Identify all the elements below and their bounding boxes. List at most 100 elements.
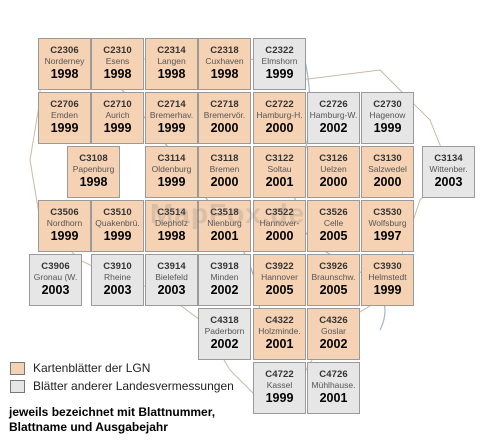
map-tile-c2318[interactable]: C2318 Cuxhaven 1998	[198, 38, 251, 90]
map-tile-c3510[interactable]: C3510 Quakenbrü. 1999	[91, 200, 144, 252]
map-tile-c3522[interactable]: C3522 Hannover- 2000	[253, 200, 306, 252]
map-tile-c2306[interactable]: C2306 Norderney 1998	[38, 38, 91, 90]
tile-year: 1998	[157, 229, 186, 243]
map-tile-c3910[interactable]: C3910 Rheine 2003	[91, 254, 144, 306]
map-tile-c2718[interactable]: C2718 Bremervör. 2000	[198, 92, 251, 144]
tile-code: C3108	[79, 153, 108, 164]
tile-year: 1998	[50, 67, 79, 81]
tile-year: 2005	[265, 283, 294, 297]
tile-name: Hagenow	[369, 110, 406, 120]
tile-name: Braunschw.	[311, 272, 356, 282]
map-tile-c4322[interactable]: C4322 Holzminde. 2001	[253, 308, 306, 360]
tile-code: C3506	[50, 207, 79, 218]
map-tile-c2710[interactable]: C2710 Aurich 1999	[91, 92, 144, 144]
tile-name: Nordhorn	[46, 218, 83, 228]
tile-year: 2001	[210, 229, 239, 243]
tile-name: Aurich	[105, 110, 130, 120]
tile-name: Rheine	[104, 272, 131, 282]
tile-code: C2730	[373, 99, 402, 110]
footnote-line-1: jeweils bezeichnet mit Blattnummer,	[9, 405, 216, 419]
tile-name: Cuxhaven	[205, 56, 244, 66]
map-tile-c3114[interactable]: C3114 Oldenburg 1999	[145, 146, 198, 198]
legend-swatch-other	[10, 380, 25, 393]
tile-year: 2003	[103, 283, 132, 297]
map-tile-c2310[interactable]: C2310 Esens 1998	[91, 38, 144, 90]
tile-name: Kassel	[266, 380, 293, 390]
map-tile-c2726[interactable]: C2726 Hamburg-W. 2002	[307, 92, 360, 144]
tile-year: 1998	[79, 175, 108, 189]
legend-label-lgn: Kartenblätter der LGN	[33, 361, 151, 375]
map-tile-c2322[interactable]: C2322 Elmshorn 1999	[253, 38, 306, 90]
tile-year: 2002	[210, 283, 239, 297]
tile-year: 1999	[373, 121, 402, 135]
tile-year: 1998	[210, 67, 239, 81]
tile-name: Bremervör.	[203, 110, 246, 120]
map-tile-c2714[interactable]: C2714 Bremerhav. 1999	[145, 92, 198, 144]
map-tile-c3126[interactable]: C3126 Uelzen 2000	[307, 146, 360, 198]
map-tile-c3918[interactable]: C3918 Minden 2002	[198, 254, 251, 306]
map-tile-c2706[interactable]: C2706 Emden 1999	[38, 92, 91, 144]
map-tile-c2314[interactable]: C2314 Langen 1998	[145, 38, 198, 90]
map-tile-c3506[interactable]: C3506 Nordhorn 1999	[38, 200, 91, 252]
tile-code: C2718	[210, 99, 239, 110]
tile-year: 2003	[41, 283, 70, 297]
map-tile-c4726[interactable]: C4726 Mühlhause. 2001	[307, 362, 360, 414]
map-tile-c3530[interactable]: C3530 Wolfsburg 1997	[361, 200, 414, 252]
tile-year: 1999	[103, 229, 132, 243]
tile-name: Esens	[105, 56, 130, 66]
map-tile-c3130[interactable]: C3130 Salzwedel 2000	[361, 146, 414, 198]
tile-name: Quakenbrü.	[95, 218, 140, 228]
map-tile-c3122[interactable]: C3122 Soltau 2001	[253, 146, 306, 198]
tile-name: Langen	[157, 56, 186, 66]
tile-code: C3510	[103, 207, 132, 218]
tile-code: C3522	[265, 207, 294, 218]
tile-name: Wittenber.	[429, 164, 468, 174]
tile-name: Hannover	[261, 272, 298, 282]
map-tile-c4326[interactable]: C4326 Goslar 2002	[307, 308, 360, 360]
tile-year: 1997	[373, 229, 402, 243]
tile-year: 2003	[157, 283, 186, 297]
map-tile-c3922[interactable]: C3922 Hannover 2005	[253, 254, 306, 306]
map-tile-c3906[interactable]: C3906 Gronau (W. 2003	[29, 254, 82, 306]
map-tile-c3526[interactable]: C3526 Celle 2005	[307, 200, 360, 252]
tile-code: C2310	[103, 45, 132, 56]
tile-name: Norderney	[44, 56, 85, 66]
map-tile-c3914[interactable]: C3914 Bielefeld 2003	[145, 254, 198, 306]
map-tile-c3518[interactable]: C3518 Nienburg 2001	[198, 200, 251, 252]
tile-code: C2714	[157, 99, 186, 110]
tile-code: C3134	[434, 153, 463, 164]
watermark-text: MapFox.de	[150, 198, 306, 229]
tile-code: C2314	[157, 45, 186, 56]
tile-year: 2000	[265, 229, 294, 243]
tile-name: Minden	[210, 272, 239, 282]
map-tile-c3108[interactable]: C3108 Papenburg 1998	[67, 146, 120, 198]
tile-year: 1999	[265, 391, 294, 405]
tile-code: C3518	[210, 207, 239, 218]
tile-code: C4318	[210, 315, 239, 326]
map-tile-c3118[interactable]: C3118 Bremen 2000	[198, 146, 251, 198]
map-tile-c4722[interactable]: C4722 Kassel 1999	[253, 362, 306, 414]
tile-year: 2000	[210, 121, 239, 135]
tile-code: C3122	[265, 153, 294, 164]
map-tile-c3926[interactable]: C3926 Braunschw. 2005	[307, 254, 360, 306]
tile-year: 2002	[210, 337, 239, 351]
tile-name: Emden	[51, 110, 78, 120]
tile-name: Hamburg-W.	[309, 110, 358, 120]
tile-code: C2722	[265, 99, 294, 110]
tile-name: Hamburg-H.	[256, 110, 303, 120]
tile-year: 2001	[265, 337, 294, 351]
tile-name: Soltau	[267, 164, 292, 174]
tile-name: Diepholz	[154, 218, 189, 228]
tile-code: C3530	[373, 207, 402, 218]
map-tile-c2730[interactable]: C2730 Hagenow 1999	[361, 92, 414, 144]
map-tile-c4318[interactable]: C4318 Paderborn 2002	[198, 308, 251, 360]
map-tile-c2722[interactable]: C2722 Hamburg-H. 2000	[253, 92, 306, 144]
map-tile-c3930[interactable]: C3930 Helmstedt 1999	[361, 254, 414, 306]
map-tile-c3134[interactable]: C3134 Wittenber. 2003	[422, 146, 475, 198]
tile-code: C3922	[265, 261, 294, 272]
tile-name: Mühlhause.	[311, 380, 356, 390]
tile-code: C3926	[319, 261, 348, 272]
tile-name: Bielefeld	[155, 272, 188, 282]
tile-year: 1999	[157, 175, 186, 189]
map-tile-c3514[interactable]: C3514 Diepholz 1998	[145, 200, 198, 252]
